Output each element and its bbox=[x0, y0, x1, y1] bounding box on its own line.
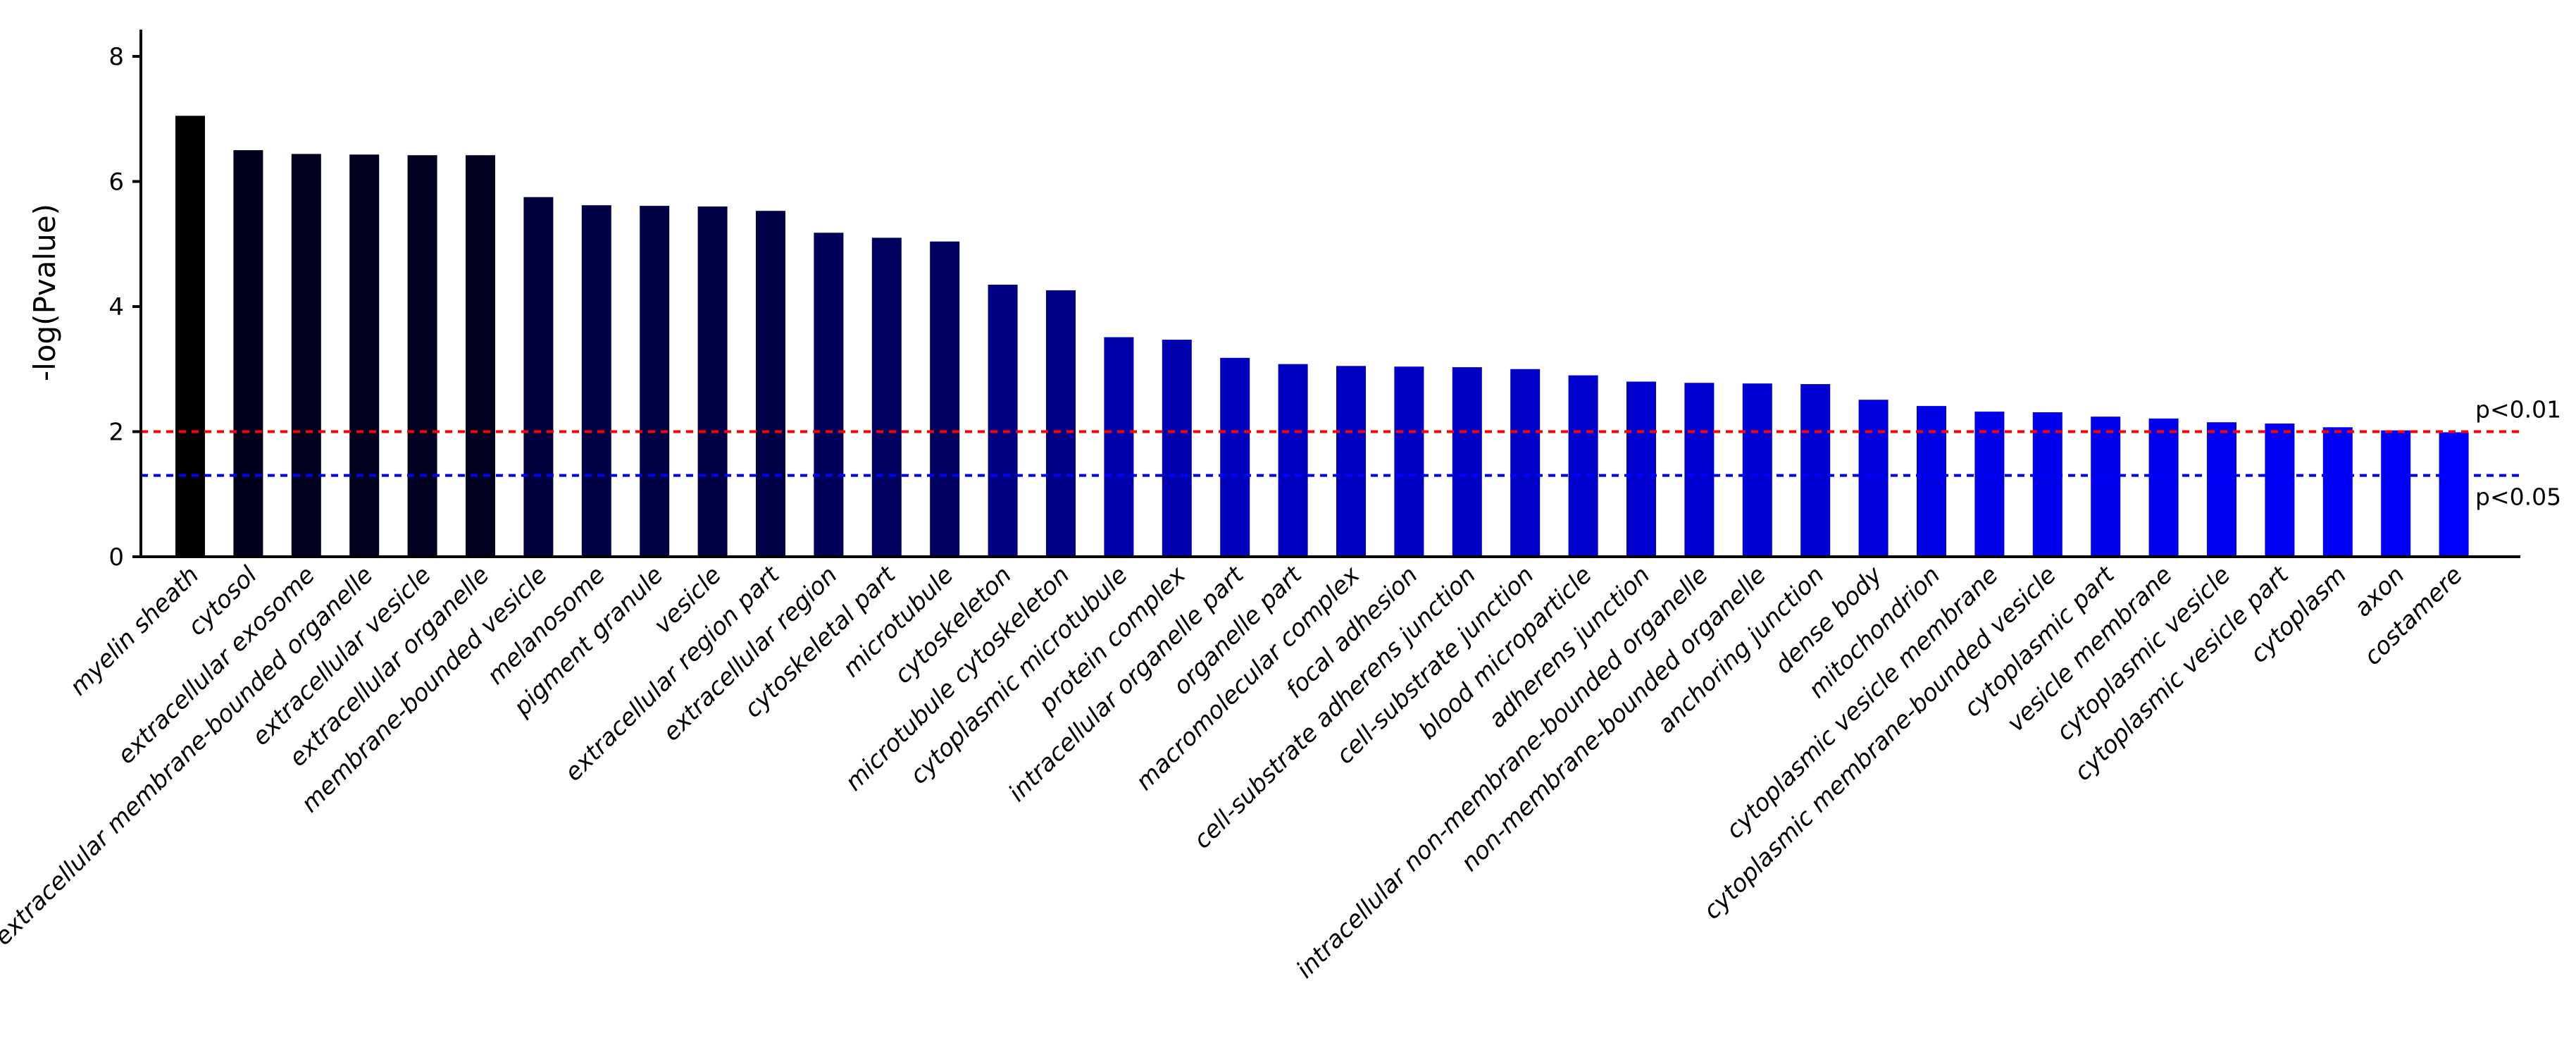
bar bbox=[523, 197, 554, 557]
y-tick-label: 2 bbox=[108, 419, 124, 447]
bar bbox=[1626, 381, 1656, 557]
bar bbox=[814, 233, 844, 557]
threshold-label: p<0.05 bbox=[2475, 483, 2561, 511]
bar bbox=[1568, 375, 1598, 557]
bar bbox=[2439, 432, 2469, 557]
y-tick-label: 6 bbox=[108, 168, 124, 197]
bars-group bbox=[175, 116, 2469, 557]
bar bbox=[1510, 369, 1541, 557]
bar bbox=[756, 211, 785, 557]
bar bbox=[2032, 412, 2062, 557]
bar bbox=[1278, 364, 1308, 557]
bar bbox=[2148, 418, 2179, 557]
y-ticks-group: 0 2 4 6 8 bbox=[108, 43, 141, 572]
bar bbox=[291, 154, 321, 557]
bar bbox=[1917, 406, 1946, 557]
bar bbox=[2207, 422, 2236, 557]
bar bbox=[871, 237, 902, 557]
bar bbox=[1684, 383, 1715, 557]
bar bbox=[2265, 423, 2295, 557]
bar bbox=[1858, 400, 1889, 557]
bar bbox=[988, 284, 1018, 557]
bar bbox=[1046, 290, 1076, 557]
bar bbox=[349, 154, 380, 557]
bar bbox=[581, 205, 611, 557]
bar bbox=[466, 155, 495, 557]
y-tick-label: 4 bbox=[108, 293, 124, 321]
bar bbox=[640, 206, 670, 557]
bar bbox=[2322, 427, 2353, 557]
y-axis-title: -log(Pvalue) bbox=[27, 204, 62, 381]
bar bbox=[1974, 412, 2005, 557]
axes-group bbox=[139, 30, 2520, 558]
bar bbox=[1452, 367, 1482, 557]
bar bbox=[697, 206, 728, 557]
bar bbox=[930, 241, 960, 557]
threshold-lines-group: p<0.01 p<0.05 bbox=[141, 396, 2561, 511]
threshold-label: p<0.01 bbox=[2475, 396, 2561, 424]
bar bbox=[1742, 383, 1772, 557]
bar bbox=[2381, 430, 2411, 557]
bar bbox=[2091, 416, 2121, 557]
bar bbox=[407, 155, 437, 557]
bar bbox=[175, 116, 205, 557]
y-tick-label: 8 bbox=[108, 43, 124, 71]
bar bbox=[1394, 366, 1424, 557]
bar bbox=[233, 150, 263, 557]
bar bbox=[1162, 340, 1192, 557]
bar bbox=[1800, 384, 1831, 557]
bar bbox=[1104, 337, 1134, 557]
bar bbox=[1336, 366, 1366, 557]
y-tick-label: 0 bbox=[108, 543, 124, 572]
bar bbox=[1220, 357, 1250, 557]
